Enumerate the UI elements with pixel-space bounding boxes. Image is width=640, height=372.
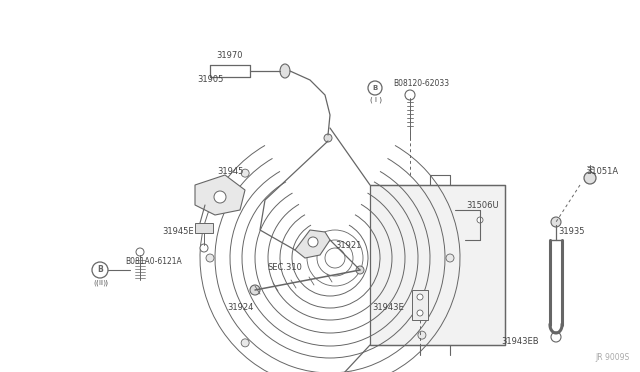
Circle shape (92, 262, 108, 278)
Text: ( I ): ( I ) (96, 280, 108, 286)
Text: B081A0-6121A: B081A0-6121A (125, 257, 182, 266)
Circle shape (551, 332, 561, 342)
Text: 31943EB: 31943EB (501, 337, 539, 346)
Text: 31945: 31945 (217, 167, 243, 176)
Bar (412, 290, 428, 320)
Text: 31943E: 31943E (372, 304, 404, 312)
Text: ( I ): ( I ) (370, 97, 382, 103)
Ellipse shape (280, 64, 290, 78)
Circle shape (551, 217, 561, 227)
Circle shape (418, 331, 426, 339)
Text: 31051A: 31051A (586, 167, 618, 176)
Circle shape (446, 254, 454, 262)
Polygon shape (195, 175, 245, 215)
Text: B: B (372, 85, 378, 91)
Circle shape (206, 254, 214, 262)
Circle shape (368, 81, 382, 95)
Circle shape (214, 191, 226, 203)
Circle shape (241, 339, 249, 347)
Text: ( I ): ( I ) (94, 280, 106, 286)
Circle shape (324, 134, 332, 142)
Circle shape (200, 244, 208, 252)
Bar (195, 223, 213, 233)
Text: JR 9009S: JR 9009S (596, 353, 630, 362)
Polygon shape (370, 185, 505, 345)
Circle shape (308, 237, 318, 247)
Text: 31905: 31905 (197, 76, 223, 84)
Text: 31970: 31970 (217, 51, 243, 60)
Text: 31924: 31924 (227, 304, 253, 312)
Circle shape (405, 90, 415, 100)
Text: B: B (97, 266, 103, 275)
Text: B08120-62033: B08120-62033 (393, 80, 449, 89)
Text: SEC.310: SEC.310 (268, 263, 303, 273)
Circle shape (250, 285, 260, 295)
Circle shape (136, 248, 144, 256)
Circle shape (584, 172, 596, 184)
Text: 31506U: 31506U (467, 201, 499, 209)
Circle shape (417, 310, 423, 316)
Polygon shape (295, 230, 330, 258)
Text: 31945E: 31945E (162, 228, 194, 237)
Circle shape (417, 294, 423, 300)
Circle shape (477, 217, 483, 223)
Text: 31921: 31921 (335, 241, 361, 250)
Circle shape (241, 169, 249, 177)
Text: 31935: 31935 (559, 228, 585, 237)
Circle shape (356, 266, 364, 274)
